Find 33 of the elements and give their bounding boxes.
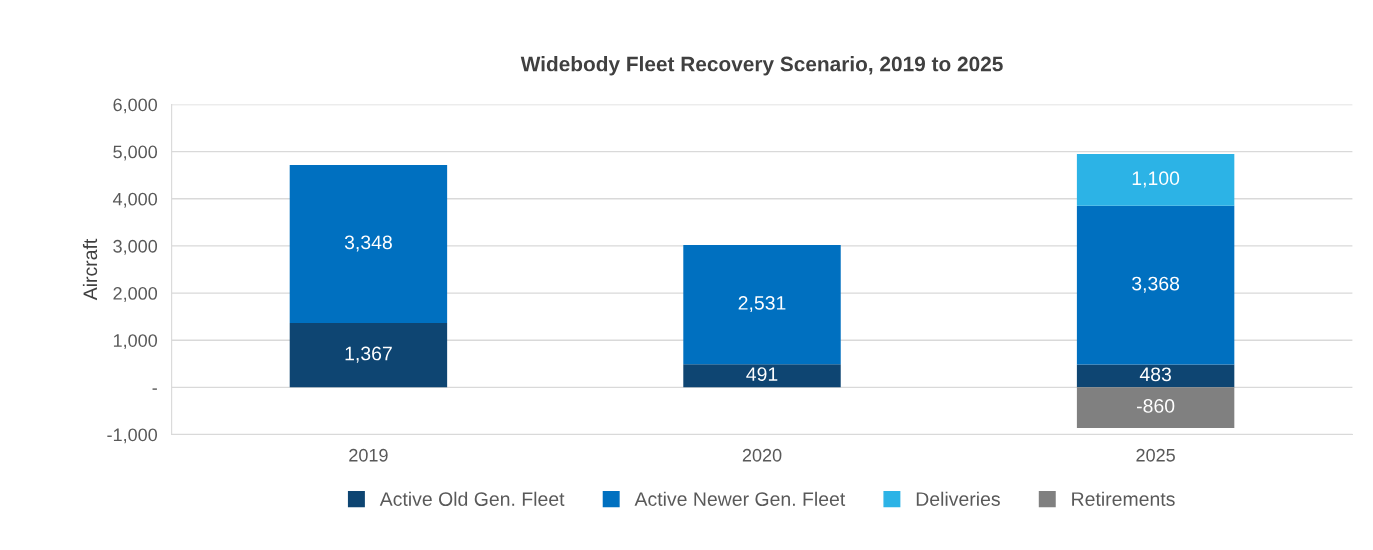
y-tick-label: 4,000 <box>112 192 158 208</box>
bar <box>1076 153 1235 206</box>
y-tick-label: - <box>152 388 157 390</box>
data-label: 1,100 <box>1132 171 1180 188</box>
bar <box>289 322 448 388</box>
x-tick-label: 2020 <box>742 448 782 462</box>
data-label: 483 <box>1139 367 1171 382</box>
legend-label: Deliveries <box>916 491 1000 506</box>
chart-title: Widebody Fleet Recovery Scenario, 2019 to 2025 <box>520 56 1003 76</box>
data-label: 1,367 <box>345 346 392 363</box>
legend-label: Active Old Gen. Fleet <box>379 491 565 506</box>
legend-label: Retirements <box>1072 491 1175 506</box>
y-tick-label: 6,000 <box>113 98 158 114</box>
bar <box>289 165 448 323</box>
y-tick-label: 5,000 <box>113 145 158 161</box>
bar <box>683 364 841 388</box>
y-tick-label: 3,000 <box>113 239 158 255</box>
data-label: 491 <box>746 367 778 381</box>
data-label: 2,531 <box>738 296 786 313</box>
bar <box>1076 387 1235 428</box>
x-tick-label: 2019 <box>349 448 388 462</box>
bar <box>1076 364 1235 388</box>
bar <box>683 244 841 365</box>
y-tick-label: 2,000 <box>113 287 158 302</box>
x-tick-label: 2025 <box>1136 448 1175 462</box>
data-label: 3,348 <box>344 235 392 252</box>
y-tick-label: -1,000 <box>107 428 158 444</box>
bar <box>1076 205 1235 365</box>
y-axis-title: Aircraft <box>82 238 98 301</box>
legend-label: Active Newer Gen. Fleet <box>634 491 846 506</box>
data-label: 3,368 <box>1132 276 1180 293</box>
y-tick-label: 1,000 <box>113 334 158 350</box>
data-label: -860 <box>1137 399 1175 413</box>
